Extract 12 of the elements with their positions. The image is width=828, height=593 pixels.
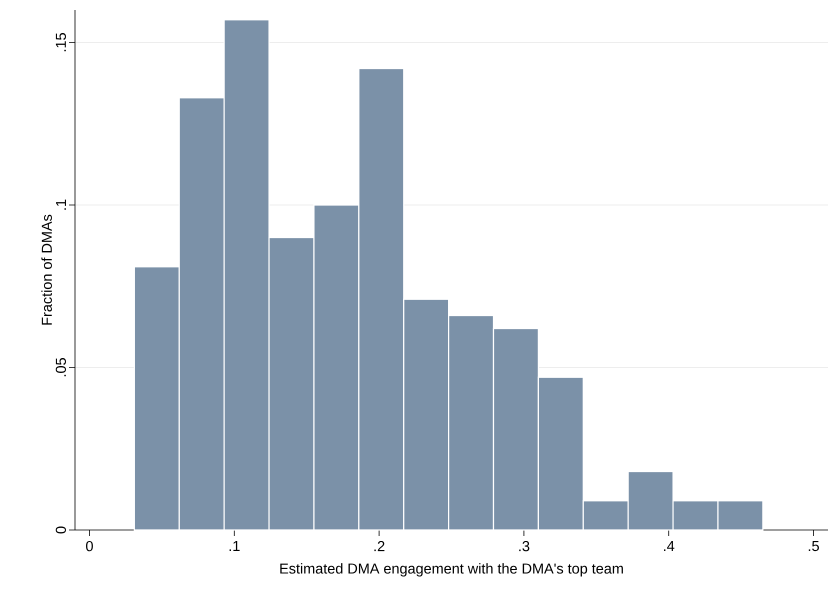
y-tick-label: .05 — [56, 358, 66, 376]
x-tick-label: .5 — [808, 541, 819, 552]
y-tick-label: .1 — [56, 200, 66, 210]
x-tick-label: .2 — [374, 541, 384, 552]
y-axis-title: Fraction of DMAs — [41, 214, 52, 325]
y-tick-label: 0 — [56, 526, 66, 534]
x-tick-label: .4 — [664, 541, 674, 551]
x-tick-label: .1 — [230, 541, 240, 551]
x-tick-label: 0 — [86, 541, 93, 552]
x-tick-label: .3 — [519, 541, 530, 552]
x-axis-title: Estimated DMA engagement with the DMA's top team — [280, 563, 623, 577]
y-tick-label: .15 — [56, 33, 66, 52]
